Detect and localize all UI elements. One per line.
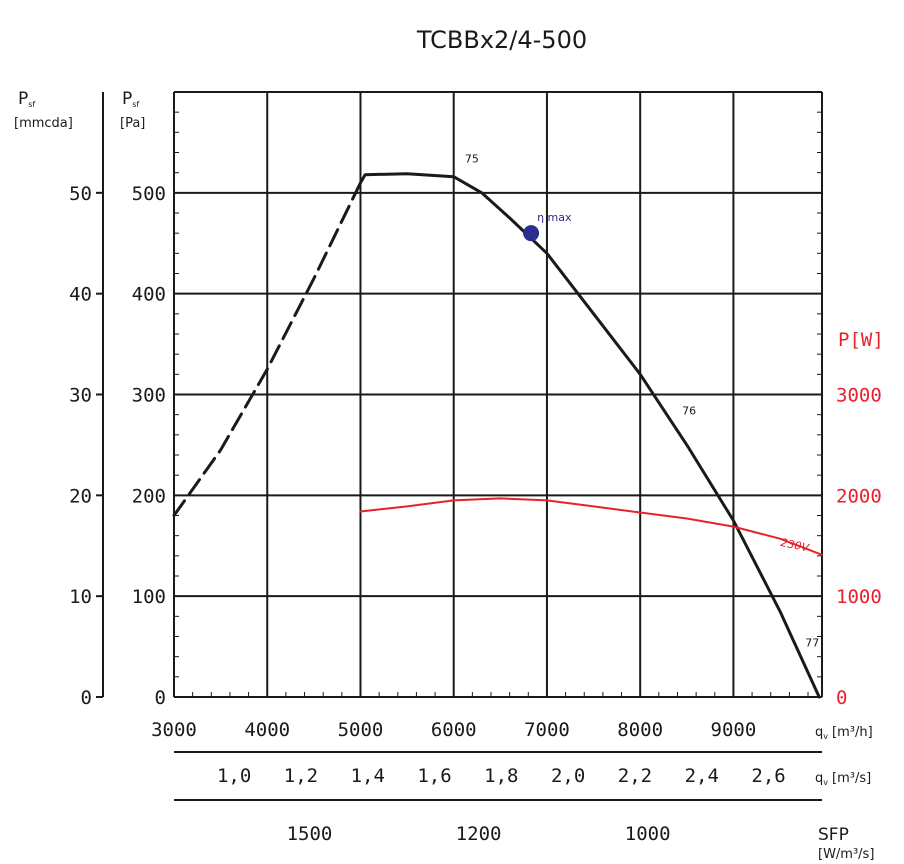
left-inner-axis-tick-label: 500 — [132, 183, 166, 205]
left-outer-axis-tick-label: 20 — [69, 485, 92, 507]
x-axis-m3s-label-main: q — [815, 771, 823, 786]
left-inner-axis-tick-label: 200 — [132, 485, 166, 507]
voltage-label: 230V — [779, 536, 811, 555]
left-outer-axis-tick-label: 40 — [69, 284, 92, 306]
efficiency-contour-label: 75 — [465, 153, 479, 166]
chart-title: TCBBx2/4-500 — [416, 26, 587, 54]
x-axis-m3s-tick-label: 2,2 — [618, 765, 652, 787]
x-axis-m3s-tick-label: 2,6 — [751, 765, 785, 787]
pressure-curve — [359, 172, 821, 699]
sfp-axis-tick-label: 1500 — [287, 823, 333, 845]
x-axis-m3h-tick-label: 5000 — [338, 719, 384, 741]
left-outer-axis: 0 10 20 30 40 50 — [69, 92, 104, 709]
left-inner-axis-tick-label: 400 — [132, 284, 166, 306]
x-axis-m3h-tick-label: 7000 — [524, 719, 570, 741]
efficiency-marker-label: η max — [537, 211, 572, 224]
left-outer-axis-tick-label: 50 — [69, 183, 92, 205]
x-axis-m3h-tick-label: 9000 — [711, 719, 757, 741]
right-axis-tick-label: 2000 — [836, 485, 882, 507]
x-axis-m3s: 1,0 1,2 1,4 1,6 1,8 2,0 2,2 2,4 2,6 — [174, 751, 822, 787]
x-axis-m3s-tick-label: 1,8 — [484, 765, 518, 787]
efficiency-contour-label: 76 — [682, 405, 696, 418]
sfp-axis-tick-label: 1000 — [625, 823, 671, 845]
left-inner-axis-label-main: P — [122, 89, 132, 109]
annotation-layer: 75 76 77 230V — [465, 153, 819, 650]
left-outer-axis-unit: [mmcda] — [14, 116, 73, 131]
x-axis-m3s-unit: [m³/s] — [832, 771, 871, 786]
x-axis-m3s-tick-label: 2,0 — [551, 765, 585, 787]
grid-lines — [174, 92, 822, 697]
left-outer-axis-tick-label: 0 — [81, 687, 92, 709]
efficiency-contour-label: 77 — [805, 637, 819, 650]
x-axis-m3s-tick-label: 1,2 — [284, 765, 318, 787]
right-axis-tick-label: 1000 — [836, 586, 882, 608]
x-axis-m3h-label-sub: v — [823, 732, 828, 741]
x-axis-m3h-tick-label: 6000 — [431, 719, 477, 741]
left-outer-axis-tick-label: 10 — [69, 586, 92, 608]
left-inner-axis: 0 100 200 300 400 500 — [132, 183, 166, 709]
x-axis-m3s-tick-label: 1,0 — [217, 765, 251, 787]
left-outer-axis-tick-label: 30 — [69, 385, 92, 407]
right-axis-ticks: 0 1000 2000 3000 — [836, 385, 882, 710]
x-axis-m3s-tick-label: 2,4 — [685, 765, 719, 787]
x-axis-m3s-label: qv [m³/s] — [815, 771, 871, 787]
sfp-axis-label: SFP — [818, 825, 849, 845]
x-axis-m3h-tick-label: 4000 — [244, 719, 290, 741]
series-layer: η max — [172, 172, 823, 699]
left-inner-axis-tick-label: 300 — [132, 385, 166, 407]
left-inner-axis-label-sub: sf — [132, 100, 139, 109]
x-axis-m3h-label: qv [m³/h] — [815, 725, 873, 741]
sfp-axis-tick-label: 1200 — [456, 823, 502, 845]
pressure-curve-unstable — [172, 181, 362, 517]
x-axis-m3h-label-main: q — [815, 725, 823, 740]
right-axis-label: P[W] — [838, 329, 884, 351]
x-axis-m3s-tick-label: 1,6 — [417, 765, 451, 787]
x-axis-sfp: 150012001000700 — [174, 799, 822, 845]
sfp-axis-unit: [W/m³/s] — [818, 847, 874, 862]
power-curve-230v — [359, 497, 823, 556]
minor-ticks — [174, 111, 822, 697]
left-inner-axis-unit: [Pa] — [120, 116, 145, 131]
right-axis-tick-label: 0 — [836, 687, 847, 709]
x-axis-m3s-label-sub: v — [823, 778, 828, 787]
x-axis-m3s-tick-label: 1,4 — [351, 765, 385, 787]
right-axis-tick-label: 3000 — [836, 385, 882, 407]
left-inner-axis-tick-label: 0 — [155, 687, 166, 709]
left-inner-axis-label: Psf — [122, 89, 139, 109]
efficiency-marker — [523, 225, 540, 242]
left-inner-axis-tick-label: 100 — [132, 586, 166, 608]
x-axis-m3h: 3000 4000 5000 6000 7000 8000 9000 — [151, 719, 756, 741]
x-axis-m3h-tick-label: 3000 — [151, 719, 197, 741]
x-axis-m3h-unit: [m³/h] — [832, 725, 873, 740]
left-outer-axis-label-main: P — [18, 89, 28, 109]
x-axis-m3h-tick-label: 8000 — [617, 719, 663, 741]
left-outer-axis-label-sub: sf — [28, 100, 35, 109]
left-outer-axis-label: Psf — [18, 89, 35, 109]
